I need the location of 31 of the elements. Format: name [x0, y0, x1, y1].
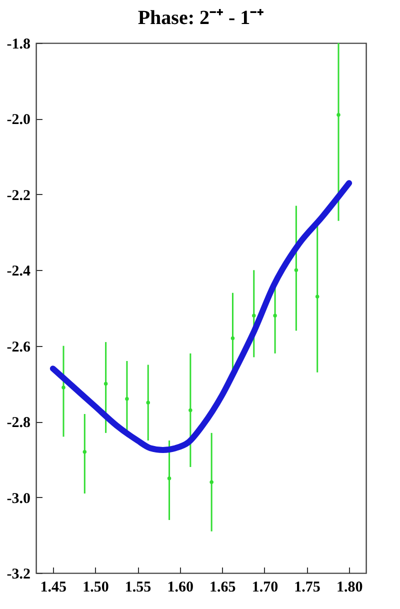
x-tick-label: 1.50 [82, 580, 109, 596]
point [252, 314, 256, 318]
point [230, 336, 235, 340]
x-tick-label: 1.55 [124, 580, 152, 596]
y-tick-label: -2.8 [6, 415, 30, 432]
x-tick-label: 1.80 [336, 580, 363, 596]
point [146, 400, 150, 405]
point [336, 113, 340, 117]
point [210, 480, 214, 484]
point [82, 450, 87, 454]
x-tick-label: 1.60 [167, 580, 194, 596]
y-tick-label: -2.2 [6, 188, 30, 204]
y-tick-label: -2.4 [6, 264, 31, 280]
x-tick-label: 1.65 [210, 580, 236, 596]
y-tick-label: -3.2 [6, 566, 30, 582]
point [294, 268, 298, 272]
y-tick-label: -3.0 [6, 490, 30, 507]
point [273, 314, 277, 318]
y-tick-label: -2.0 [6, 112, 30, 128]
x-tick-label: 1.75 [294, 580, 320, 596]
point [188, 408, 192, 412]
y-tick-label: -1.8 [6, 36, 30, 52]
y-tick-label: -2.6 [6, 339, 31, 356]
point [62, 386, 66, 390]
point [315, 294, 320, 299]
point [104, 382, 108, 386]
point [167, 476, 172, 480]
x-tick-label: 1.45 [40, 580, 67, 596]
chart-title: Phase: 2⁻⁺ - 1⁻⁺ [138, 7, 264, 29]
x-tick-label: 1.70 [252, 580, 278, 596]
point [125, 396, 129, 401]
